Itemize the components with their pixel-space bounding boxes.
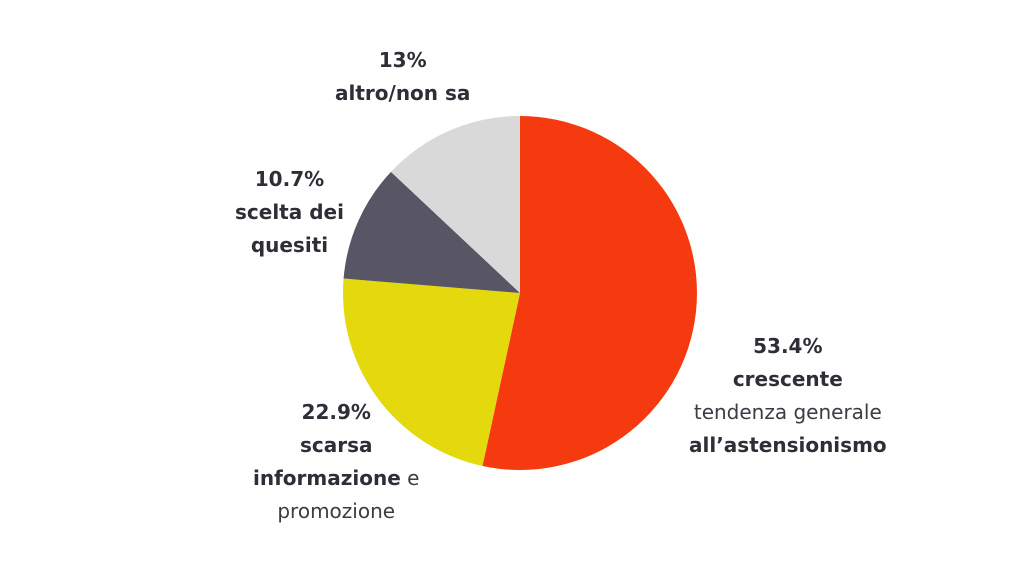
label-scarsa-informazione: 22.9% scarsa informazione e promozione	[253, 396, 419, 528]
slice-category-text: informazione	[253, 466, 401, 490]
slice-altro	[390, 116, 520, 293]
slice-category-text: quesiti	[250, 233, 329, 257]
slice-category-line: scelta dei	[235, 196, 344, 229]
slice-category-line: all’astensionismo	[689, 429, 887, 462]
slice-category-text: all’astensionismo	[689, 433, 887, 457]
slice-category-text: promozione	[277, 499, 396, 523]
pie-slices	[342, 116, 697, 470]
slice-category-line: informazione e	[253, 462, 419, 495]
slice-value-label: 13%	[378, 48, 427, 72]
slice-category-line: tendenza generale	[689, 396, 887, 429]
slice-category-text: e	[400, 466, 420, 490]
slice-category-text: scelta dei	[235, 200, 344, 224]
slice-category-line: crescente	[689, 363, 887, 396]
slice-category-text: tendenza generale	[693, 400, 882, 424]
slice-category-line: promozione	[253, 495, 419, 528]
slice-crescente	[482, 116, 697, 470]
label-crescente: 53.4% crescente tendenza generale all’asten…	[689, 330, 887, 462]
label-scelta-quesiti: 10.7% scelta dei quesiti	[235, 163, 344, 262]
slice-category-line: scarsa	[253, 429, 419, 462]
slice-category-line: altro/non sa	[335, 77, 470, 110]
slice-scarsa-informazione	[342, 278, 520, 466]
slice-category-line: quesiti	[235, 229, 344, 262]
slice-value-label: 53.4%	[753, 334, 823, 358]
slice-category-text: crescente	[732, 367, 843, 391]
slice-value-label: 10.7%	[254, 167, 325, 191]
slice-category-text: altro/non sa	[335, 81, 471, 105]
slice-category-text: scarsa	[299, 433, 373, 457]
slice-scelta-quesiti	[343, 171, 520, 293]
slice-value-label: 22.9%	[301, 400, 371, 424]
label-altro: 13% altro/non sa	[335, 44, 470, 110]
